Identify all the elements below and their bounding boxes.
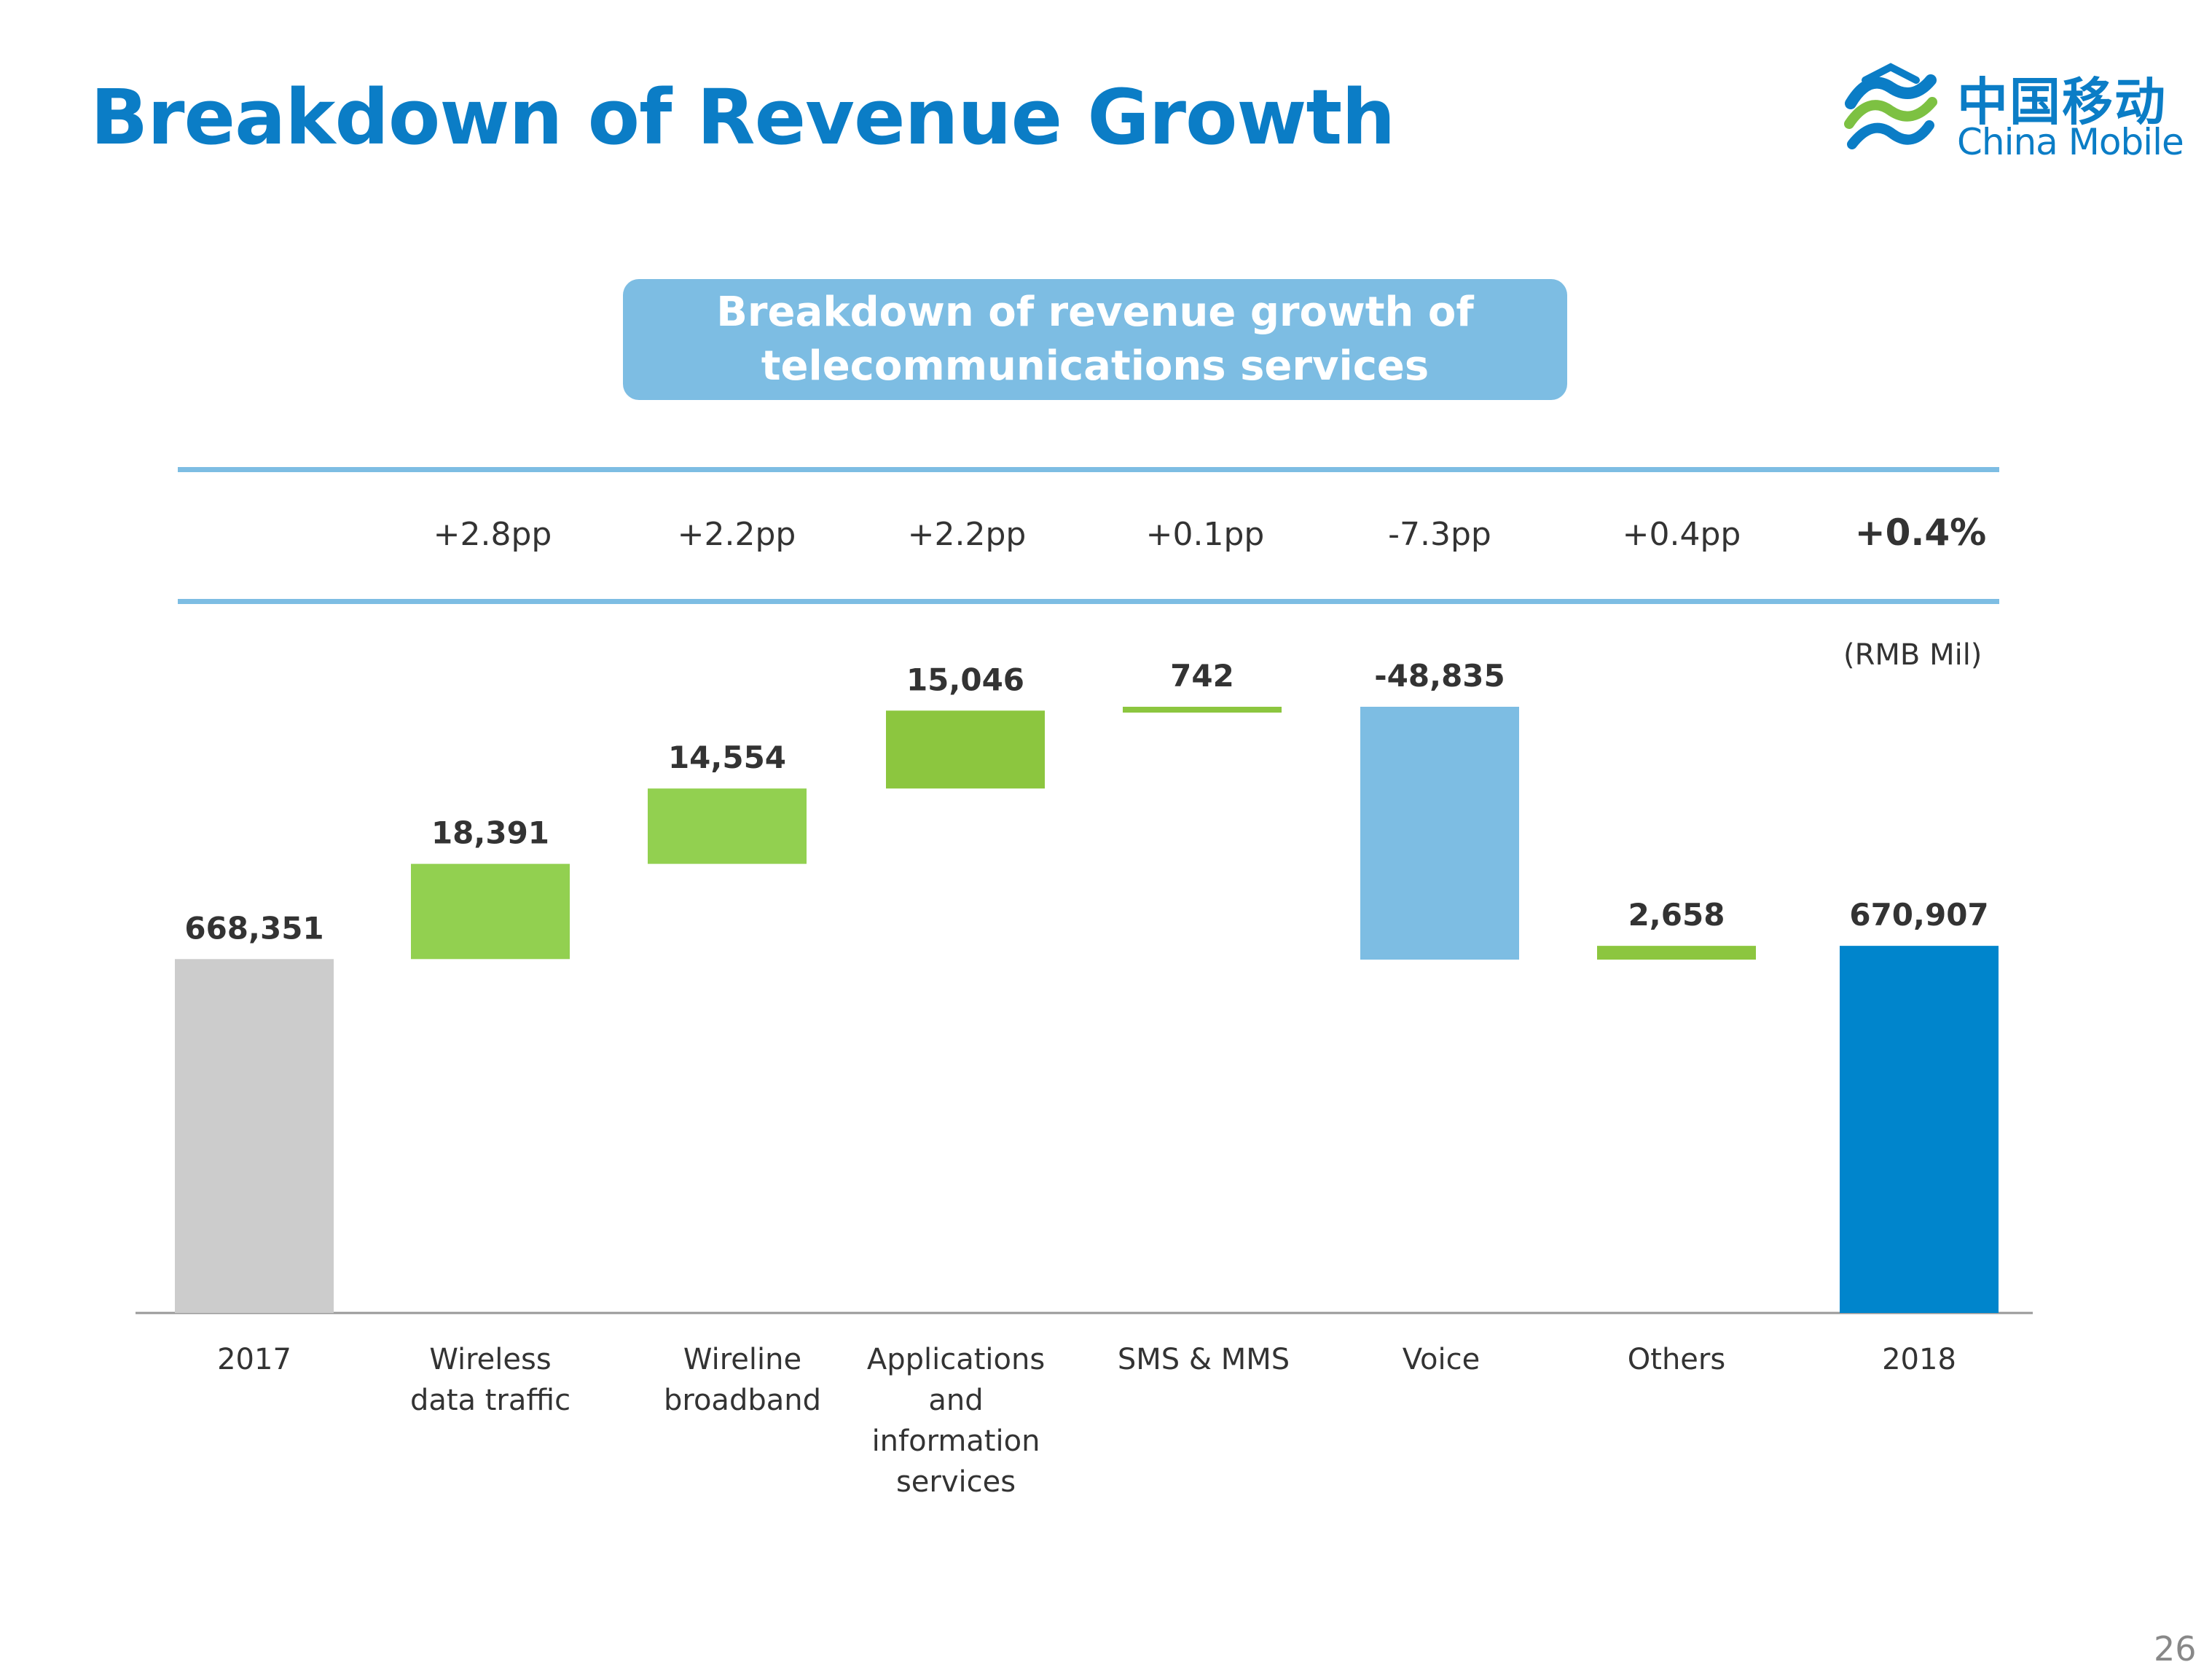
- contribution-rule-top: [178, 467, 1999, 472]
- bar-voice: [1360, 707, 1519, 960]
- category-label-2017: 2017: [217, 1343, 291, 1376]
- contribution-applications: +2.2pp: [907, 516, 1027, 553]
- bar-wireless-data: [411, 863, 570, 960]
- category-label-others: Others: [1627, 1343, 1726, 1376]
- value-label-2018: 670,907: [1849, 897, 1988, 933]
- page-number: 26: [2154, 1629, 2197, 1669]
- value-label-sms-mms: 742: [1170, 658, 1234, 694]
- bar-applications: [886, 710, 1045, 789]
- contribution-rule-bottom: [178, 599, 1999, 604]
- bar-others: [1597, 946, 1756, 960]
- value-label-applications: 15,046: [906, 662, 1024, 697]
- china-mobile-emblem-icon: [1844, 63, 1937, 149]
- category-label-sms-mms: SMS & MMS: [1117, 1343, 1290, 1376]
- category-label-voice: Voice: [1402, 1343, 1480, 1376]
- category-label-wireless-data: Wireless data traffic: [409, 1343, 571, 1417]
- category-label-applications: Applications and information services: [866, 1343, 1046, 1499]
- bar-wireline-broadband: [648, 788, 807, 864]
- unit-label: (RMB Mil): [1843, 638, 1982, 672]
- contribution-total: +0.4%: [1854, 511, 1987, 554]
- category-label-wireline-broadband: Wireline broadband: [664, 1343, 821, 1417]
- contribution-sms-mms: +0.1pp: [1145, 516, 1265, 553]
- contribution-voice: -7.3pp: [1388, 516, 1491, 553]
- value-label-2017: 668,351: [184, 910, 323, 946]
- bar-2017: [175, 959, 334, 1313]
- value-label-wireless-data: 18,391: [431, 815, 549, 851]
- value-label-voice: -48,835: [1374, 658, 1505, 694]
- china-mobile-logo: 中国移动 China Mobile: [1836, 58, 2184, 175]
- contribution-wireless-data: +2.8pp: [433, 516, 552, 553]
- chart-subtitle: Breakdown of revenue growth of telecommu…: [716, 289, 1474, 390]
- page-title: Breakdown of Revenue Growth: [90, 73, 1395, 162]
- category-label-2018: 2018: [1882, 1343, 1956, 1376]
- value-label-wireline-broadband: 14,554: [668, 740, 786, 775]
- value-label-others: 2,658: [1628, 897, 1725, 933]
- bar-2018: [1840, 946, 1999, 1313]
- bar-sms-mms: [1123, 707, 1282, 713]
- logo-chinese-text: 中国移动: [1957, 72, 2167, 132]
- logo-english-text: China Mobile: [1957, 121, 2184, 163]
- contribution-wireline-broadband: +2.2pp: [677, 516, 796, 553]
- contribution-others: +0.4pp: [1622, 516, 1741, 553]
- chart-subtitle-box: Breakdown of revenue growth of telecommu…: [623, 279, 1567, 400]
